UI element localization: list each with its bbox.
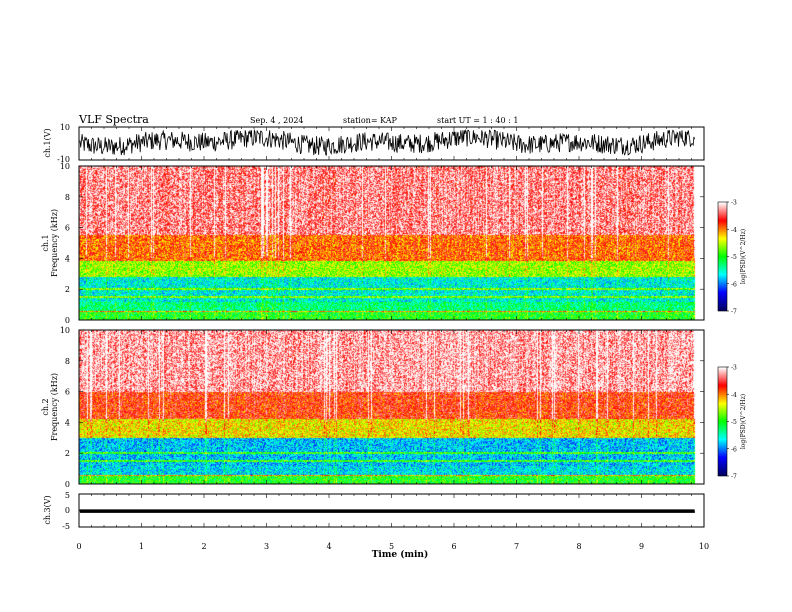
colorbar-label: log(PSD)(V^2/Hz) [740,229,747,284]
ch2-spectrogram-yticks: 0 2 4 6 8 10 [60,326,704,489]
ch1-waveform-line [79,128,695,156]
time-axis-tick-label: 4 [326,542,331,551]
figure-title: VLF Spectra [78,113,149,126]
time-axis-tick-label: 0 [76,542,81,551]
colorbar-tick-label: -3 [731,365,737,372]
ch3-waveform-ylabel: ch.3(V) [43,495,52,524]
ch3-waveform-panel: 5 0 -5 ch.3(V) [43,491,705,531]
ch1-ytick-bottom: -10 [57,155,70,164]
ch1-waveform-panel: 10 -10 ch.1(V) [43,123,705,164]
ch1-spectrogram-ytick-label: 10 [60,162,70,171]
colorbar-tick-label: -7 [731,309,737,316]
ch1-spectrogram-ytick-label: 8 [65,193,70,202]
ch1-spectrogram-image [79,166,704,320]
ch1-spectrogram-channel-label: ch.1 [41,234,50,251]
colorbar-gradient [718,202,727,311]
colorbar-tick-label: -5 [731,419,737,426]
ch1-spectrogram-xticks [78,166,705,320]
colorbar-tick-label: -3 [731,200,737,207]
ch1-waveform-ylabel: ch.1(V) [43,128,52,157]
ch1-spectrogram-ytick-label: 4 [65,254,70,263]
ch1-spectrogram-ytick-label: 6 [65,224,70,233]
header-date: Sep. 4 , 2024 [250,116,304,125]
colorbar-tick-label: -6 [731,281,737,288]
time-axis-tick-label: 10 [699,542,709,551]
ch1-spectrogram-panel: 0 2 4 6 8 10 ch.1 Frequency (kHz) [41,162,705,325]
ch1-spectrogram-ylabel: Frequency (kHz) [50,209,59,277]
ch2-spectrogram-ytick-label: 6 [65,388,70,397]
time-axis-label: Time (min) [372,549,429,560]
ch2-spectrogram-xticks [78,330,705,484]
ch2-spectrogram-image [79,330,704,484]
ch2-spectrogram-ytick-label: 0 [65,480,70,489]
ch2-spectrogram-panel: 0 2 4 6 8 10 ch.2 Frequency (kHz) [41,326,705,489]
colorbar-tick-label: -4 [731,392,737,399]
colorbar-gradient [718,367,727,476]
time-axis-tick-label: 5 [389,542,394,551]
time-axis-tick-label: 2 [201,542,206,551]
time-axis-tick-label: 8 [576,542,581,551]
colorbar-tick-label: -7 [731,474,737,481]
ch2-spectrogram-ylabel: Frequency (kHz) [50,373,59,441]
ch1-spectrogram-ytick-label: 0 [65,316,70,325]
ch2-spectrogram-ytick-label: 8 [65,357,70,366]
time-axis-tick-label: 3 [264,542,269,551]
ch2-spectrogram-ytick-label: 10 [60,326,70,335]
time-axis-tick-label: 7 [514,542,519,551]
header-station: station= KAP [343,116,398,125]
ch3-waveform-xticks [78,494,705,527]
ch2-spectrogram-ytick-label: 4 [65,418,70,427]
ch1-colorbar: -3 -4 -5 -6 -7 log(PSD)(V^2/Hz) [717,200,747,316]
colorbar-label: log(PSD)(V^2/Hz) [740,394,747,449]
ch2-colorbar: -3 -4 -5 -6 -7 log(PSD)(V^2/Hz) [717,365,747,481]
ch3-ytick-mid: 0 [65,506,70,515]
colorbar-tick-label: -6 [731,446,737,453]
colorbar-tick-label: -4 [731,227,737,234]
ch1-spectrogram-ytick-label: 2 [65,285,70,294]
ch1-spectrogram-yticks: 0 2 4 6 8 10 [60,162,704,325]
ch2-spectrogram-channel-label: ch.2 [41,398,50,415]
ch1-waveform-xticks [78,127,705,160]
ch3-ytick-bottom: -5 [62,522,70,531]
ch3-ytick-top: 5 [65,491,70,500]
time-axis-tick-labels: 0 1 2 3 4 5 6 7 8 9 10 [76,542,709,551]
ch2-spectrogram-ytick-label: 2 [65,449,70,458]
ch1-ytick-top: 10 [60,123,70,132]
time-axis-tick-label: 6 [451,542,456,551]
time-axis-tick-label: 1 [139,542,144,551]
colorbar-tick-label: -5 [731,254,737,261]
header-start-time: start UT = 1 : 40 : 1 [437,116,518,125]
ch3-waveform-line [79,509,695,513]
time-axis-tick-label: 9 [639,542,644,551]
